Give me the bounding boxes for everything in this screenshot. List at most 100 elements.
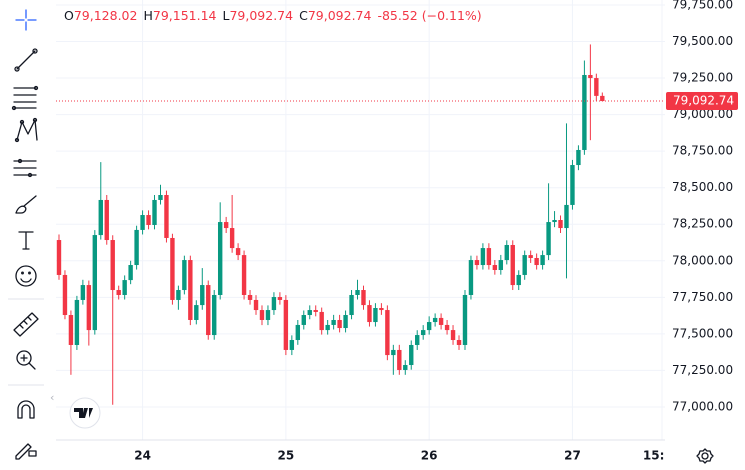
ohlc-key: O <box>64 8 74 23</box>
candle-body <box>319 311 324 331</box>
candle-body <box>426 322 432 331</box>
y-tick-label: 78,750.00 <box>672 144 733 158</box>
candle-body <box>570 165 575 205</box>
candle-body <box>415 335 420 345</box>
last-price-label: 79,092.74 <box>673 94 734 108</box>
y-tick-label: 78,250.00 <box>672 217 733 231</box>
candle-body <box>397 349 402 370</box>
brush-tool[interactable] <box>15 195 37 214</box>
candle-body <box>564 204 569 229</box>
y-tick-label: 77,000.00 <box>672 399 733 413</box>
candle-body <box>176 290 181 300</box>
fib-tool[interactable] <box>11 85 39 111</box>
y-tick-label: 79,000.00 <box>672 107 733 121</box>
candle-body <box>504 244 509 261</box>
candle-body <box>152 199 157 225</box>
candle-body <box>74 299 80 345</box>
candle-body <box>432 317 438 323</box>
candle-body <box>558 220 563 229</box>
trend-line-tool[interactable] <box>14 48 38 72</box>
candle-body <box>265 310 271 320</box>
settings-button[interactable] <box>696 448 714 464</box>
x-tick-label: 25 <box>278 449 295 463</box>
candle-body <box>158 195 163 200</box>
tradingview-logo[interactable] <box>69 397 101 429</box>
candle-body <box>438 317 444 325</box>
candle-body <box>600 95 605 102</box>
candle-body <box>259 310 265 320</box>
candle-body <box>379 308 384 311</box>
candle-body <box>367 305 372 323</box>
candle-body <box>540 255 545 266</box>
candle-body <box>444 324 450 331</box>
candle-body <box>373 308 378 323</box>
candle-body <box>92 235 98 331</box>
candle-body <box>86 285 92 331</box>
candle-body <box>223 222 229 229</box>
candle-body <box>68 315 74 345</box>
candle-body <box>116 290 121 295</box>
y-tick-label: 79,750.00 <box>672 0 733 11</box>
candle-body <box>295 324 301 341</box>
candle-body <box>450 330 456 341</box>
forecast-tool[interactable] <box>13 158 37 178</box>
pattern-tool[interactable] <box>14 117 38 143</box>
magnet-tool[interactable] <box>17 400 35 419</box>
x-axis: 24 25 26 27 15:00 <box>134 449 681 463</box>
candle-body <box>188 260 193 320</box>
candle-body <box>110 240 115 291</box>
x-tick-label: 27 <box>564 449 581 463</box>
candle-body <box>235 248 241 256</box>
candle-body <box>277 297 283 300</box>
candle-body <box>468 260 474 295</box>
candle-body <box>247 294 253 300</box>
y-tick-label: 78,000.00 <box>672 253 733 267</box>
candle-body <box>385 310 390 356</box>
candle-body <box>134 229 139 266</box>
candle-body <box>576 149 581 166</box>
ohlc-change: -85.52 (−0.11%) <box>377 8 481 23</box>
candle-body <box>480 248 486 266</box>
candle-body <box>212 294 217 336</box>
candle-body <box>420 330 426 336</box>
candle-body <box>80 285 86 300</box>
ruler-tool[interactable] <box>13 312 39 337</box>
candle-body <box>229 228 235 249</box>
y-tick-label: 78,500.00 <box>672 180 733 194</box>
candle-body <box>456 340 462 345</box>
candle-body <box>164 195 169 238</box>
candle-body <box>534 258 539 266</box>
candle-body <box>301 315 306 325</box>
candle-body <box>391 349 396 356</box>
candle-body <box>510 244 515 286</box>
price-axis-panel <box>665 0 745 470</box>
collapse-toolbar[interactable]: ‹ <box>50 391 54 404</box>
crosshair-tool[interactable] <box>15 9 37 31</box>
candle-body <box>325 324 330 331</box>
y-axis: 77,000.00 77,250.00 77,500.00 77,750.00 78,0… <box>666 0 738 413</box>
zoom-tool[interactable] <box>16 350 36 370</box>
candle-body <box>474 260 480 266</box>
candle-body <box>552 220 557 223</box>
candle-body <box>217 222 223 295</box>
text-tool[interactable] <box>18 231 34 250</box>
candle-body <box>170 237 175 300</box>
candle-body <box>355 290 360 295</box>
candle-body <box>594 78 599 96</box>
y-tick-label: 79,250.00 <box>672 71 733 85</box>
candle-body <box>516 274 521 286</box>
ohlc-value: 79,092.74 <box>308 8 372 23</box>
candle-body <box>146 215 151 225</box>
candle-body <box>62 274 68 316</box>
candle-body <box>361 290 366 306</box>
candle-body <box>343 315 348 329</box>
ohlc-text: O79,128.02 H79,151.14 L79,092.74 C79,092.74… <box>64 8 482 23</box>
last-price-box <box>666 92 738 111</box>
emoji-tool[interactable] <box>15 265 37 287</box>
ohlc-value: 79,092.74 <box>229 8 293 23</box>
ohlc-value: 79,151.14 <box>153 8 217 23</box>
candle-body <box>337 319 342 329</box>
candle-body <box>492 265 498 270</box>
candle-body <box>409 344 414 366</box>
lock-drawings-tool[interactable] <box>15 443 37 460</box>
